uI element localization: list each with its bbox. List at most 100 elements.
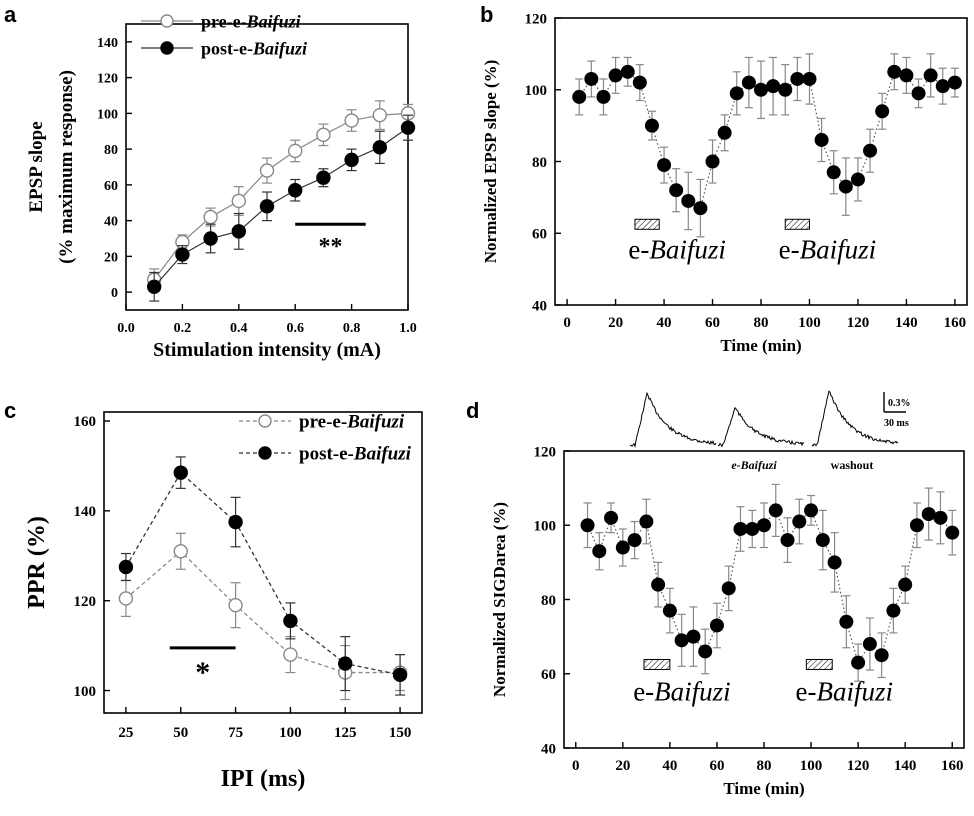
plot-frame <box>103 411 423 714</box>
data-point <box>945 525 960 540</box>
data-point <box>923 68 938 83</box>
data-point-post <box>146 279 162 294</box>
data-point-post <box>173 465 188 480</box>
data-point-pre <box>283 647 298 662</box>
y-axis-title: PPR (%) <box>24 516 50 609</box>
plot-frame <box>125 23 409 311</box>
x-tick-label: 100 <box>800 758 823 774</box>
data-point <box>632 75 647 90</box>
x-tick-label: 1.0 <box>399 321 417 336</box>
panel-letter-b: b <box>480 2 493 27</box>
data-point <box>705 154 720 169</box>
significance-annotation: * <box>195 656 210 689</box>
data-point-post <box>228 514 243 530</box>
data-point <box>596 89 611 104</box>
data-point <box>754 82 768 97</box>
data-point-post <box>175 247 190 262</box>
data-point <box>827 555 842 570</box>
stimulation-label: e-Baifuzi <box>633 676 731 706</box>
y-tick-label: 120 <box>534 444 557 460</box>
panel-letter-c: c <box>4 398 16 423</box>
data-point <box>804 503 819 518</box>
y-tick-label: 60 <box>104 179 118 194</box>
x-tick-label: 100 <box>798 315 821 331</box>
y-tick-label: 20 <box>104 250 118 265</box>
data-point-pre <box>288 143 303 159</box>
x-tick-label: 25 <box>118 725 133 741</box>
x-tick-label: 40 <box>657 315 672 331</box>
y-tick-label: 40 <box>532 298 547 314</box>
y-tick-label: 160 <box>74 414 97 430</box>
data-point-post <box>338 656 353 671</box>
x-tick-label: 0.6 <box>286 321 304 336</box>
data-point-pre <box>118 591 134 606</box>
legend-post-marker <box>258 446 272 460</box>
y-tick-label: 120 <box>97 72 118 87</box>
data-point-post <box>118 559 134 575</box>
data-point-pre <box>228 597 243 613</box>
series-line <box>586 509 953 665</box>
y-tick-label: 100 <box>74 684 97 700</box>
y-tick-label: 0 <box>111 286 118 301</box>
data-point-post <box>372 140 387 155</box>
data-point <box>584 71 599 86</box>
x-axis-title: Time (min) <box>720 336 801 355</box>
data-point <box>669 183 684 198</box>
data-point <box>802 71 817 86</box>
data-point <box>757 518 771 533</box>
data-point <box>639 514 654 529</box>
scale-bar-time-label: 30 ms <box>884 418 909 429</box>
x-tick-label: 120 <box>847 758 870 774</box>
data-point <box>729 86 744 101</box>
x-tick-label: 0.8 <box>343 321 361 336</box>
y-tick-label: 60 <box>532 227 547 243</box>
x-tick-label: 75 <box>228 725 243 741</box>
stimulation-marker <box>805 658 833 670</box>
x-tick-label: 140 <box>895 315 918 331</box>
x-tick-label: 100 <box>279 725 302 741</box>
data-point <box>935 79 950 94</box>
panel-b: 0 20 40 60 80 100 120 140 160 40 60 80 100 120 Time (m… <box>481 11 968 355</box>
plot-frame <box>563 450 965 749</box>
x-tick-label: 140 <box>894 758 917 774</box>
data-point <box>604 510 619 525</box>
legend-pre-marker <box>258 414 272 428</box>
x-tick-label: 40 <box>662 758 677 774</box>
stimulation-label: e-Baifuzi <box>779 234 877 264</box>
data-point <box>814 132 829 147</box>
x-tick-label: 120 <box>847 315 870 331</box>
x-axis-title: IPI (ms) <box>221 766 306 792</box>
data-point <box>780 533 795 548</box>
data-point <box>709 618 724 633</box>
data-point <box>733 521 748 536</box>
x-tick-label: 50 <box>173 725 188 741</box>
data-point <box>792 514 807 529</box>
data-point <box>850 172 865 187</box>
epsp-trace <box>629 391 717 448</box>
x-axis-title: Time (min) <box>723 779 804 798</box>
legend-pre-marker <box>160 14 174 28</box>
data-point-post <box>288 183 303 198</box>
data-point <box>580 518 595 533</box>
data-point <box>838 179 853 194</box>
x-tick-label: 0.4 <box>230 321 248 336</box>
data-point <box>851 655 866 670</box>
data-point <box>911 86 926 101</box>
data-point <box>627 533 642 548</box>
trace-label-e-baifuzi: e-Baifuzi <box>731 458 777 472</box>
data-point <box>768 503 783 518</box>
series-line <box>153 112 409 280</box>
data-point <box>657 158 672 173</box>
y-tick-label: 40 <box>104 215 118 230</box>
y-tick-label: 60 <box>541 667 556 683</box>
data-point <box>898 577 913 592</box>
data-point-post <box>316 170 331 185</box>
data-point <box>909 518 924 533</box>
data-point <box>874 648 889 663</box>
x-tick-label: 0.0 <box>117 321 135 336</box>
data-point <box>741 75 756 90</box>
stimulation-marker <box>784 218 810 230</box>
x-tick-label: 80 <box>754 315 769 331</box>
data-point <box>826 165 841 180</box>
